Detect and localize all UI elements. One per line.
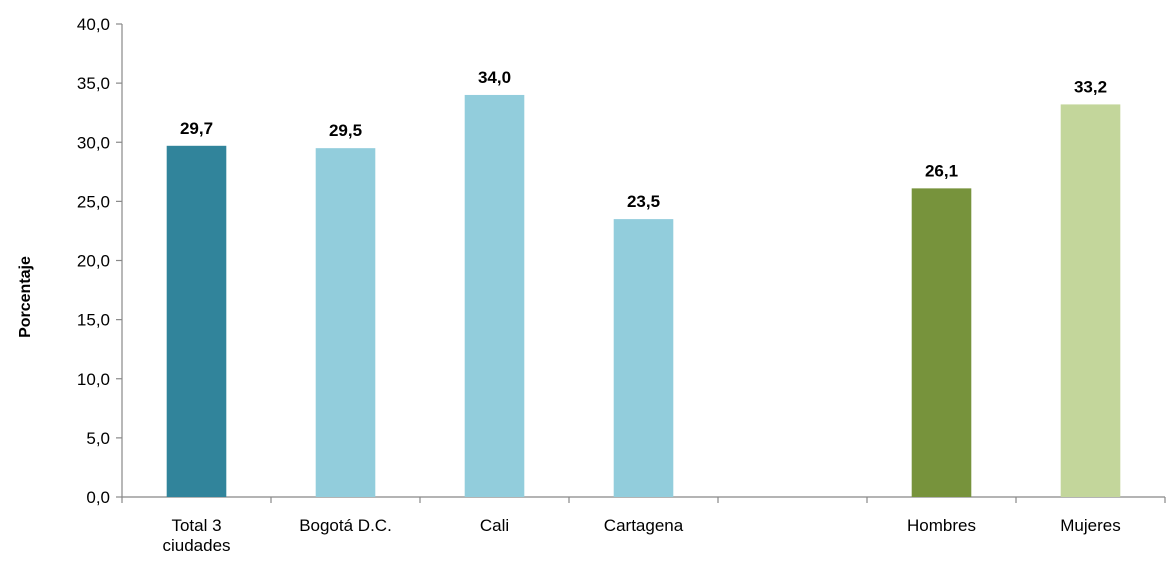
y-axis-title: Porcentaje	[17, 256, 34, 338]
y-tick-label: 25,0	[77, 192, 110, 211]
y-tick-label: 10,0	[77, 370, 110, 389]
x-tick-label: Bogotá D.C.	[299, 516, 392, 535]
x-axis	[121, 496, 1166, 503]
bar	[1060, 104, 1121, 497]
x-tick-label: Cali	[480, 516, 509, 535]
x-tick-label: Total 3	[171, 516, 221, 535]
y-tick-label: 30,0	[77, 133, 110, 152]
y-axis: 0,0 5,0 10,0 15,0 20,0 25,0 30,0 35,0 40,0	[77, 15, 123, 507]
bar	[166, 145, 227, 498]
y-tick-label: 15,0	[77, 311, 110, 330]
bar	[464, 94, 525, 497]
data-label: 26,1	[925, 161, 958, 180]
x-tick-label: ciudades	[162, 536, 230, 555]
data-label: 23,5	[627, 192, 660, 211]
y-tick-label: 20,0	[77, 252, 110, 271]
bar	[613, 219, 674, 498]
y-tick-label: 5,0	[86, 429, 110, 448]
bar	[911, 188, 972, 497]
x-tick-label: Hombres	[907, 516, 976, 535]
bar	[315, 148, 376, 497]
data-label: 33,2	[1074, 77, 1107, 96]
bars	[166, 94, 1121, 498]
data-labels: 29,7 29,5 34,0 23,5 26,1 33,2	[180, 68, 1107, 211]
data-label: 29,7	[180, 119, 213, 138]
y-tick-label: 40,0	[77, 15, 110, 34]
data-label: 29,5	[329, 121, 362, 140]
data-label: 34,0	[478, 68, 511, 87]
y-tick-label: 0,0	[86, 488, 110, 507]
x-tick-label: Mujeres	[1060, 516, 1120, 535]
y-tick-label: 35,0	[77, 74, 110, 93]
x-tick-label: Cartagena	[604, 516, 684, 535]
